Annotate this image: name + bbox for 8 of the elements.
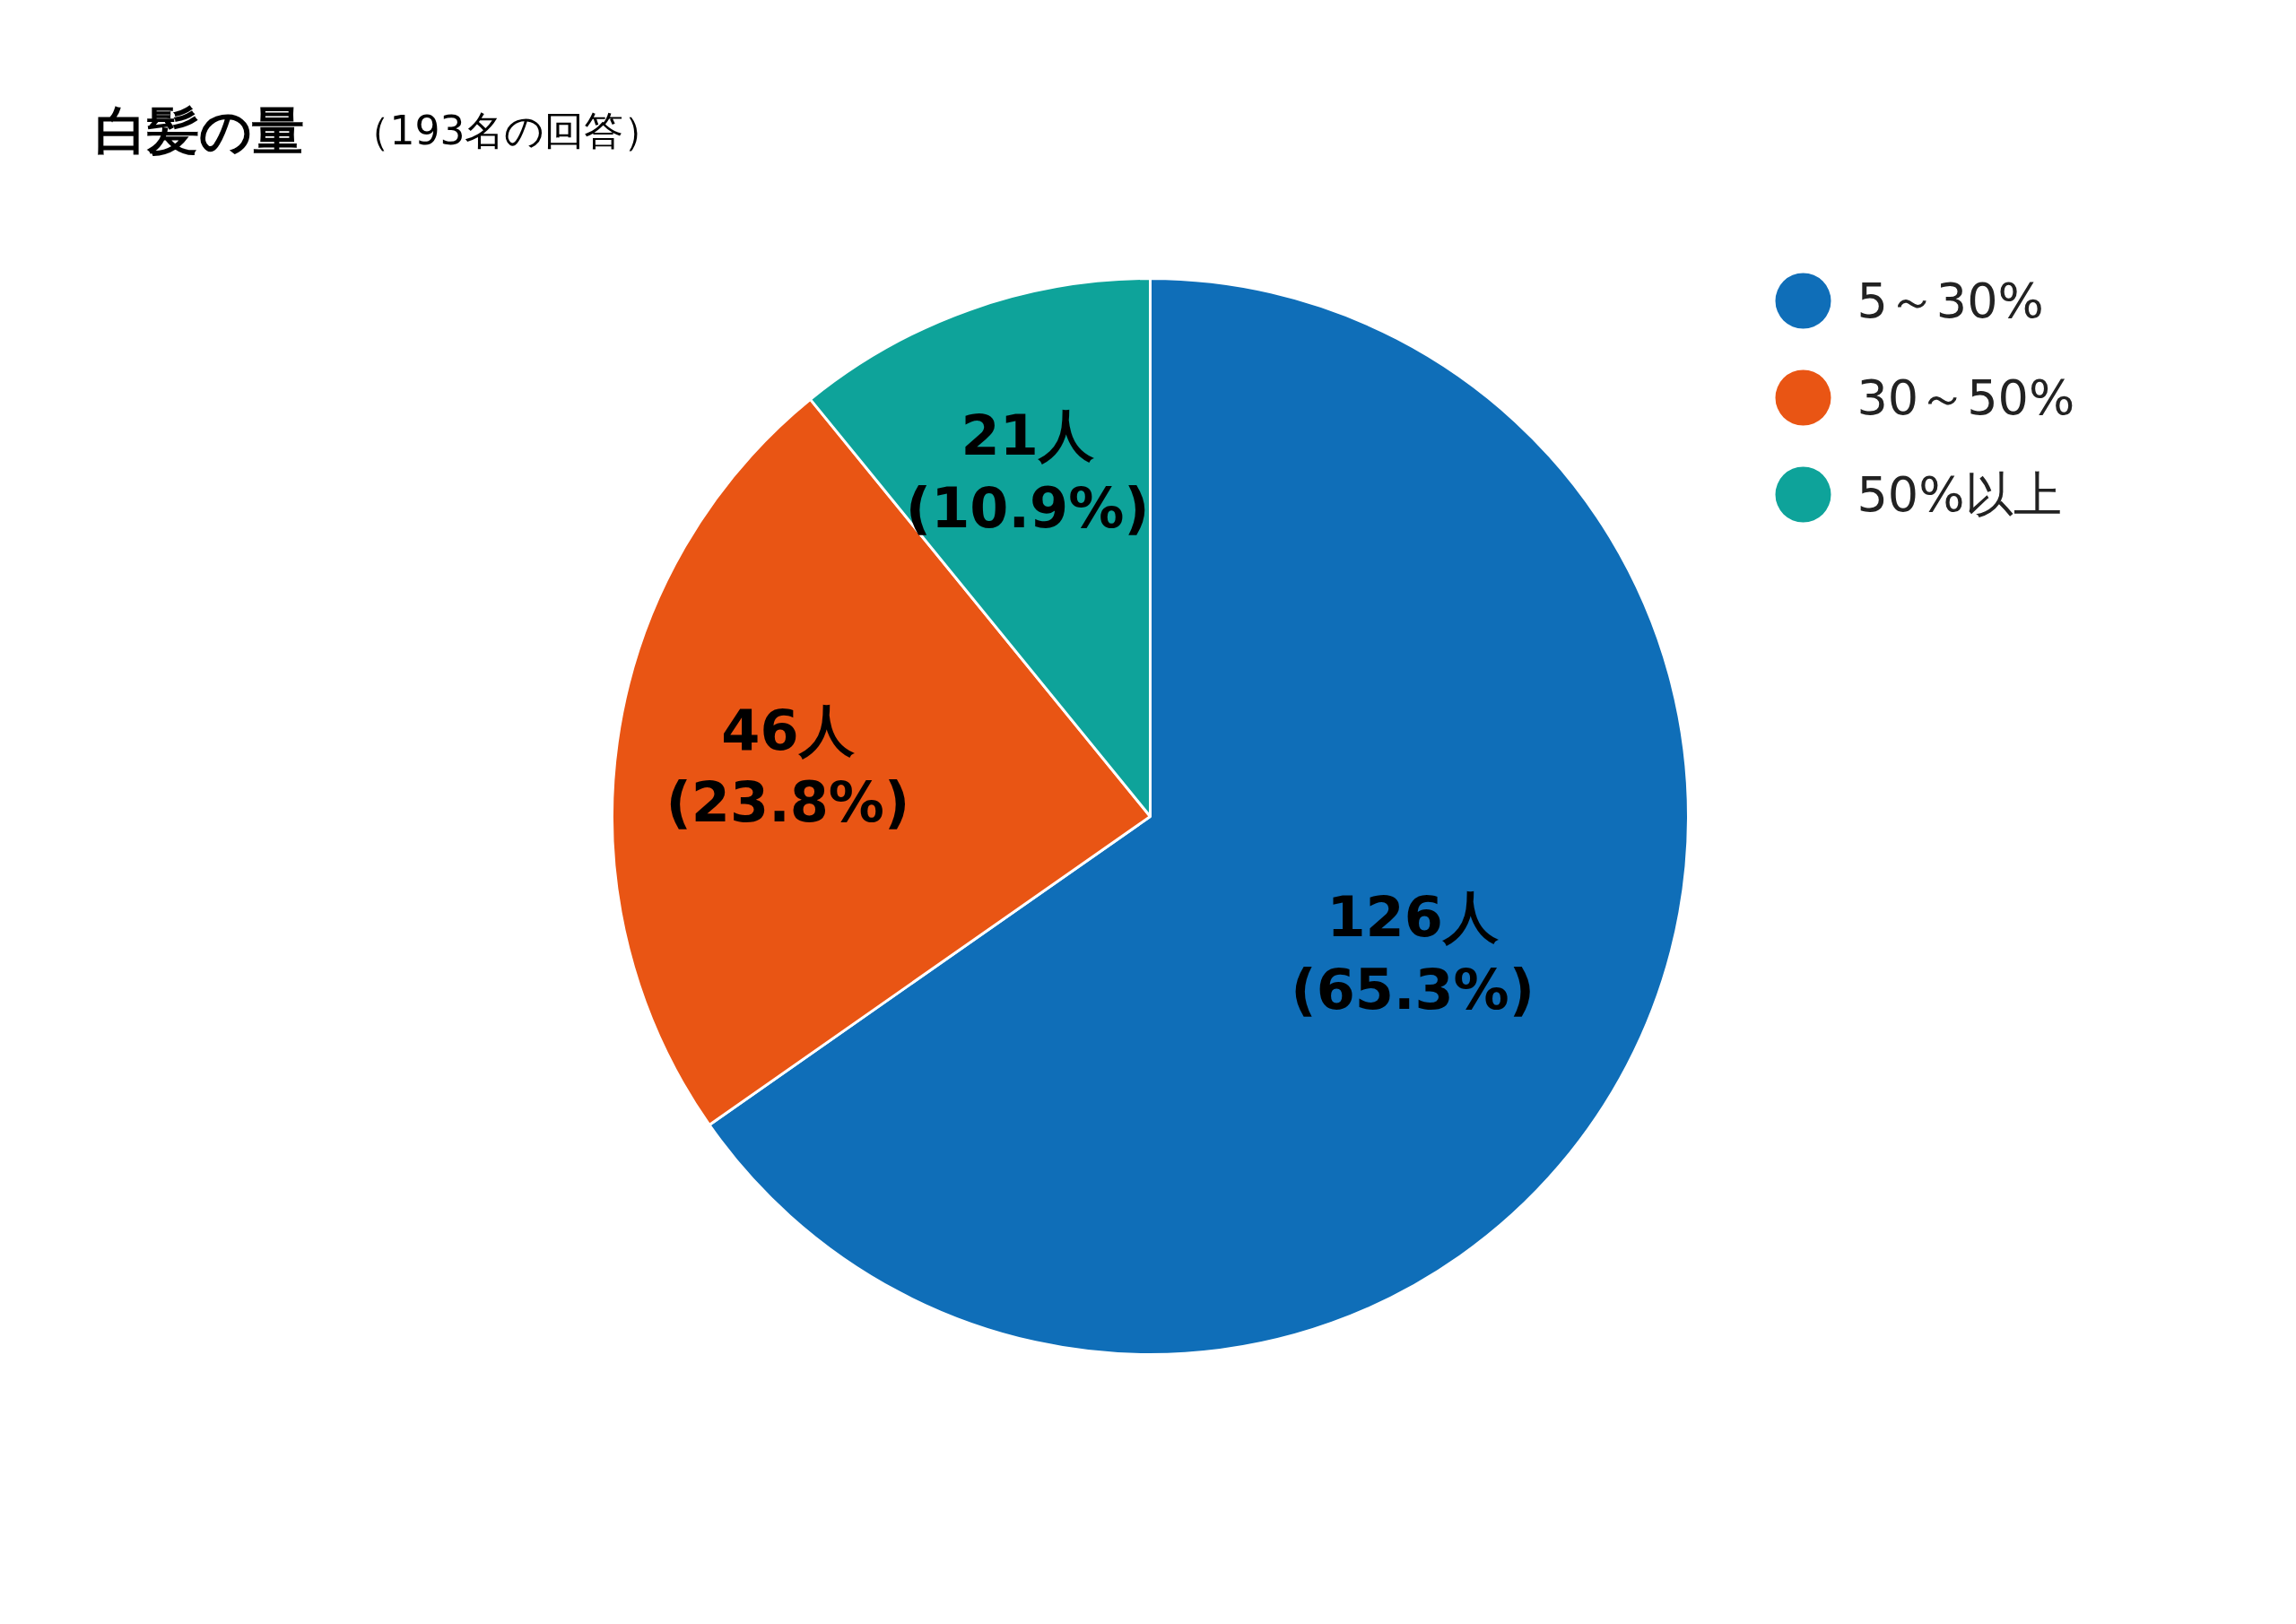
legend-label: 5～30% bbox=[1857, 273, 2044, 329]
data-label: 21人 (10.9%) bbox=[905, 403, 1150, 541]
legend-label: 50%以上 bbox=[1857, 466, 2062, 523]
legend-label: 30～50% bbox=[1857, 369, 2075, 426]
data-label: 126人 (65.3%) bbox=[1291, 884, 1535, 1022]
data-label: 46人 (23.8%) bbox=[665, 697, 910, 835]
chart-subtitle: （193名の回答） bbox=[350, 108, 664, 153]
chart-title: 白髪の量 bbox=[94, 100, 304, 161]
